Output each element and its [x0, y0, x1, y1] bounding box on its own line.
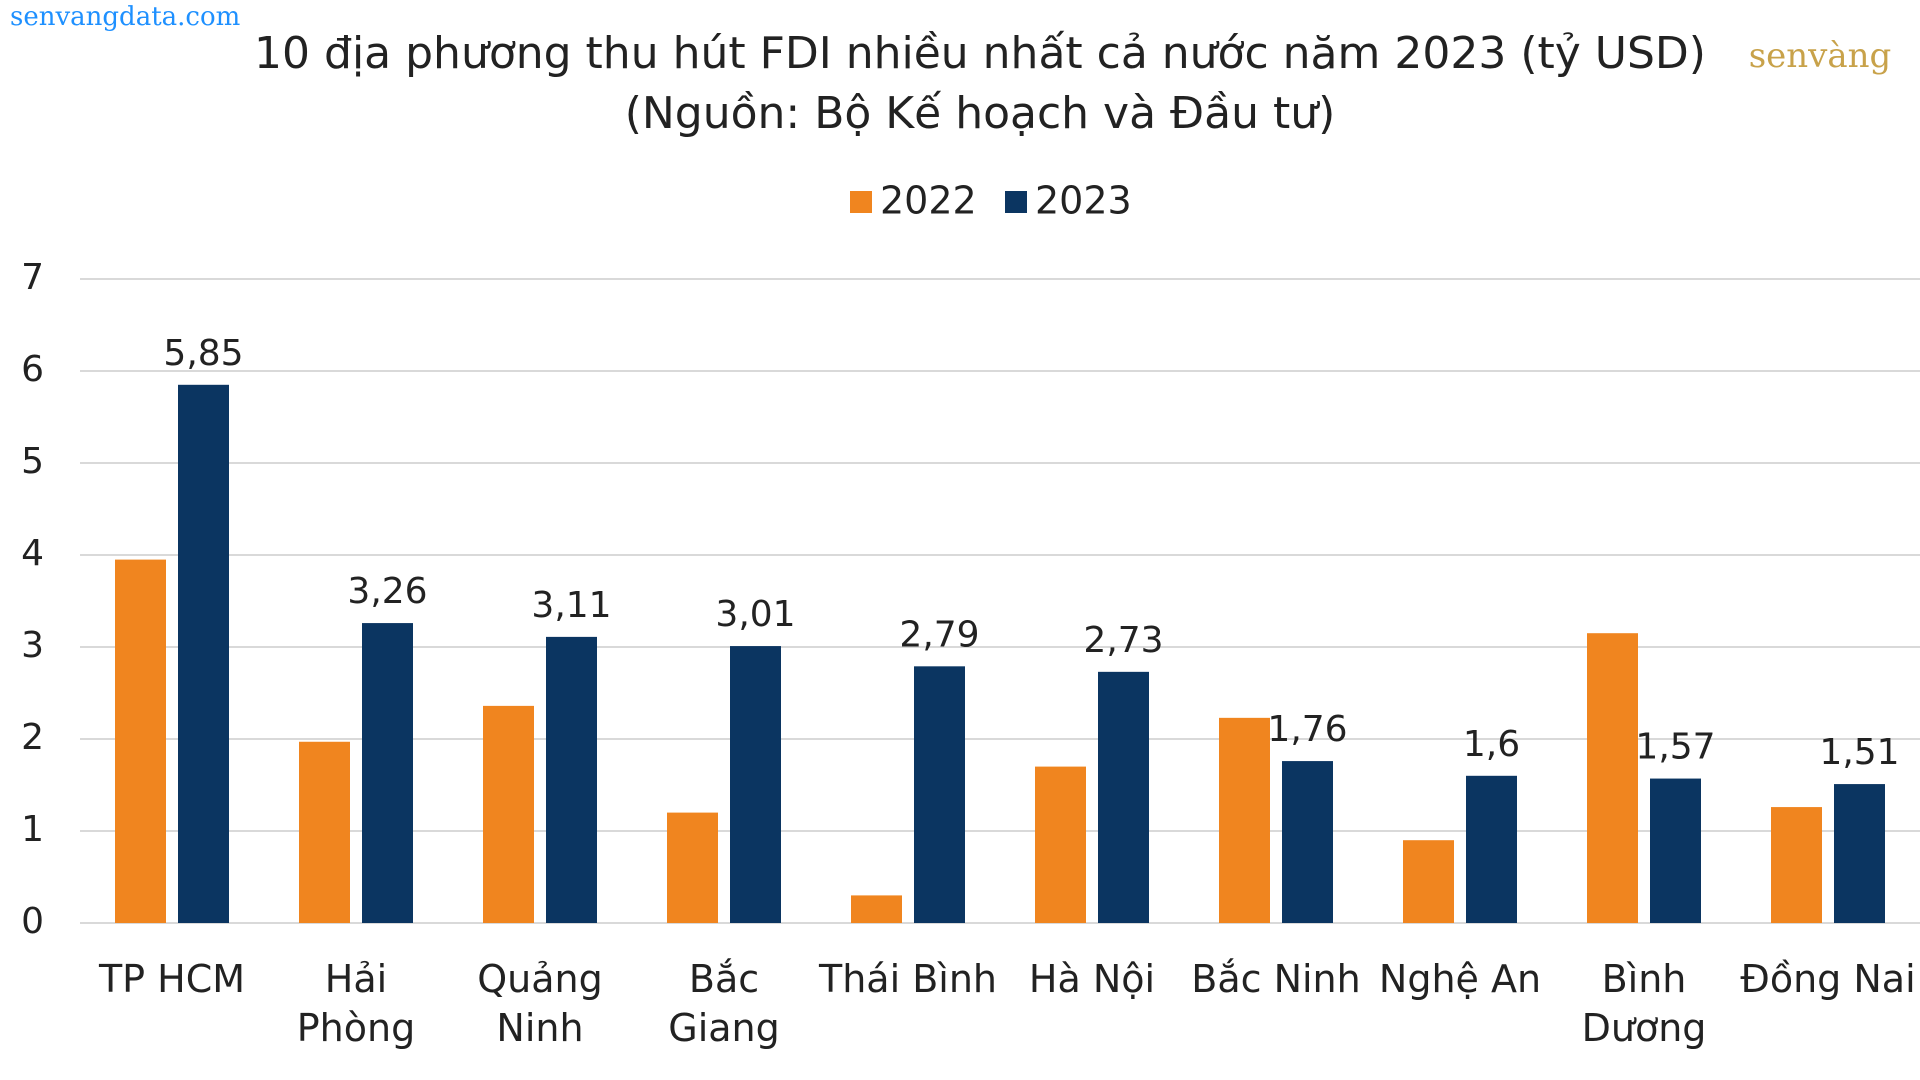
bar: [546, 636, 597, 923]
bar: [1834, 784, 1885, 923]
bar: [299, 741, 350, 923]
x-tick-label: Quảng Ninh: [477, 957, 603, 1050]
value-label: 1,6: [1463, 724, 1520, 765]
legend-swatch: [1005, 191, 1027, 213]
bar: [483, 705, 534, 923]
bar: [730, 646, 781, 923]
bar: [1650, 778, 1701, 923]
legend-swatch: [850, 191, 872, 213]
x-tick-label: Bắc Ninh: [1191, 957, 1361, 1001]
y-tick-label: 1: [21, 809, 44, 850]
x-tick-label: TP HCM: [98, 957, 246, 1001]
x-tick-label: Bắc Giang: [668, 957, 780, 1050]
value-label: 1,76: [1267, 709, 1347, 750]
value-label: 2,73: [1083, 620, 1163, 661]
bar: [115, 559, 166, 923]
bar: [1771, 807, 1822, 923]
bar: [851, 895, 902, 923]
bar: [1466, 775, 1517, 923]
bar: [1098, 671, 1149, 923]
value-label: 1,57: [1635, 727, 1715, 768]
bar: [1403, 840, 1454, 923]
bar: [914, 666, 965, 923]
value-label: 1,51: [1819, 732, 1899, 773]
logo: senvàng: [1749, 36, 1892, 76]
value-label: 2,79: [899, 614, 979, 655]
bar: [667, 812, 718, 923]
y-tick-label: 4: [21, 533, 44, 574]
y-tick-label: 6: [21, 349, 44, 390]
chart-title: 10 địa phương thu hút FDI nhiều nhất cả …: [254, 28, 1706, 79]
bar: [1282, 761, 1333, 923]
value-label: 3,26: [347, 571, 427, 612]
value-label: 5,85: [163, 333, 243, 374]
bar: [362, 623, 413, 923]
value-label: 3,11: [531, 585, 611, 626]
x-tick-label: Nghệ An: [1378, 957, 1542, 1001]
legend-label: 2023: [1035, 179, 1132, 223]
bar: [1219, 717, 1270, 923]
bar: [1035, 766, 1086, 923]
legend-label: 2022: [880, 179, 977, 223]
x-tick-label: Đồng Nai: [1740, 957, 1916, 1001]
y-tick-label: 7: [21, 257, 44, 298]
x-tick-label: Thái Bình: [818, 957, 997, 1001]
x-tick-label: Bình Dương: [1581, 957, 1707, 1050]
y-tick-label: 5: [21, 441, 44, 482]
y-tick-label: 2: [21, 717, 44, 758]
chart-subtitle: (Nguồn: Bộ Kế hoạch và Đầu tư): [625, 88, 1336, 139]
bar: [178, 384, 229, 923]
value-label: 3,01: [715, 594, 795, 635]
source-url: senvangdata.com: [10, 2, 240, 32]
y-tick-label: 0: [21, 901, 44, 942]
bar: [1587, 633, 1638, 923]
x-tick-label: Hà Nội: [1028, 957, 1156, 1001]
y-tick-label: 3: [21, 625, 44, 666]
x-tick-label: Hải Phòng: [296, 957, 416, 1050]
